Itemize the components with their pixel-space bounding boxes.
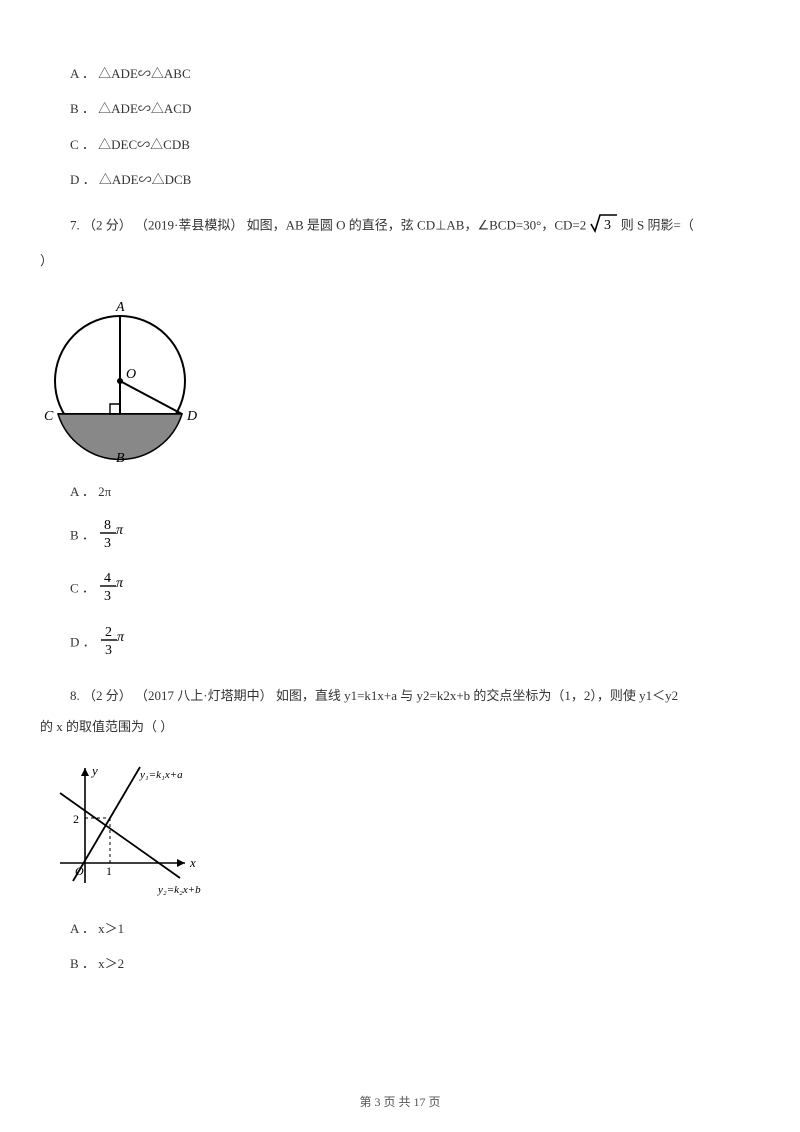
q7-c-suf: π (116, 576, 124, 591)
q8-label-y: y (90, 763, 98, 778)
page-footer: 第 3 页 共 17 页 (0, 1092, 800, 1114)
q7-option-d: D ． 2 3 π (70, 623, 760, 664)
q7-option-b: B ． 8 3 π (70, 516, 760, 557)
q8-option-b: B ． x＞2 (70, 952, 760, 975)
q7-label-a: A (115, 300, 125, 315)
q8-label-o: O (75, 864, 84, 878)
q8-stem-line2: 的 x 的取值范围为（ ） (40, 715, 760, 738)
q8-stem-line1: 8. （2 分） （2017 八上·灯塔期中） 如图，直线 y1=k1x+a 与… (70, 684, 760, 707)
q7-label-b: B (116, 451, 125, 466)
page-body: A ． △ADE∽△ABC B ． △ADE∽△ACD C ． △DEC∽△CD… (0, 0, 800, 1017)
q8-figure: O 1 2 x y y₁=k₁x+a y₂=k₂x+b (40, 753, 760, 903)
q8-label-l2: y₂=k₂x+b (157, 884, 201, 896)
q8-label-one: 1 (106, 864, 112, 878)
q6-option-d: D ． △ADE∽△DCB (70, 168, 760, 191)
q7-option-c: C ． 4 3 π (70, 569, 760, 610)
q7-b-num: 8 (104, 518, 111, 533)
q7-c-den: 3 (104, 589, 111, 603)
q6-option-a: A ． △ADE∽△ABC (70, 62, 760, 85)
q7-stem-suffix: 则 S 阴影=（ (621, 217, 694, 232)
q6-d-text: △ADE∽△DCB (99, 172, 191, 187)
q7-c-num: 4 (104, 571, 111, 586)
q6-a-text: △ADE∽△ABC (98, 66, 190, 81)
q7-figure: A O C D B (40, 286, 760, 466)
q7-b-den: 3 (104, 536, 111, 550)
q6-c-text: △DEC∽△CDB (98, 137, 190, 152)
q8-label-two: 2 (73, 812, 79, 826)
q7-d-num: 2 (105, 625, 112, 640)
q7-b-suf: π (116, 523, 124, 538)
q7-d-den: 3 (105, 643, 112, 657)
q7-a-text: 2π (98, 484, 111, 499)
q8-option-a: A ． x＞1 (70, 917, 760, 940)
q8-a-text: x＞1 (98, 921, 124, 936)
q7-paren-close: ） (40, 249, 760, 272)
q8-label-x: x (189, 855, 196, 870)
sqrt-icon: 3 (590, 212, 618, 241)
q7-stem: 7. （2 分） （2019·莘县模拟） 如图，AB 是圆 O 的直径，弦 CD… (70, 212, 760, 241)
q7-label-c: C (44, 409, 54, 424)
q7-label-o: O (126, 367, 136, 382)
q6-option-c: C ． △DEC∽△CDB (70, 133, 760, 156)
q7-label-d: D (186, 409, 197, 424)
q8-b-text: x＞2 (98, 956, 124, 971)
fraction-icon: 4 3 π (98, 569, 126, 610)
q7-d-suf: π (117, 630, 125, 645)
q7-stem-prefix: 7. （2 分） （2019·莘县模拟） 如图，AB 是圆 O 的直径，弦 CD… (70, 217, 590, 232)
q6-option-b: B ． △ADE∽△ACD (70, 97, 760, 120)
fraction-icon: 2 3 π (99, 623, 127, 664)
q8-label-l1: y₁=k₁x+a (139, 769, 183, 781)
q6-b-text: △ADE∽△ACD (98, 101, 191, 116)
sqrt-value: 3 (604, 218, 611, 233)
q7-option-a: A ． 2π (70, 480, 760, 503)
fraction-icon: 8 3 π (98, 516, 126, 557)
